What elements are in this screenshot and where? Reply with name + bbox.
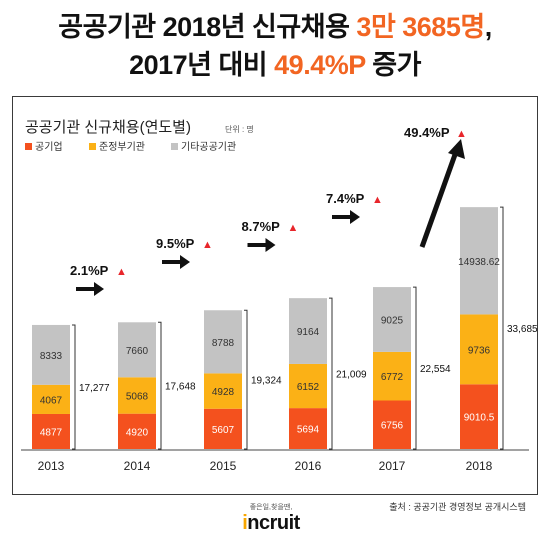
growth-big-arrow-head: [448, 139, 465, 159]
bar-segment: [373, 287, 411, 352]
growth-label: 49.4%P: [404, 125, 450, 140]
x-tick-label: 2017: [379, 459, 406, 473]
headline-line2-suffix: 증가: [365, 50, 421, 80]
x-tick-label: 2015: [210, 459, 237, 473]
bar-value-label: 9736: [468, 345, 491, 356]
bar-value-label: 6756: [381, 421, 404, 432]
bar-value-label: 9164: [297, 327, 320, 338]
bar-value-label: 6772: [381, 372, 404, 383]
bar-segment: [204, 310, 242, 374]
bar-segment: [460, 207, 498, 315]
headline-line2-text: 2017년 대비: [129, 50, 275, 80]
x-tick-label: 2014: [124, 459, 151, 473]
bar-value-label: 4920: [126, 427, 149, 438]
brand-wordmark: incruit: [226, 512, 316, 535]
headline: 공공기관 2018년 신규채용 3만 3685명, 2017년 대비 49.4%…: [0, 8, 550, 84]
bar-value-label: 5694: [297, 425, 320, 436]
growth-label: 7.4%P: [326, 191, 365, 206]
bar-value-label: 8788: [212, 338, 235, 349]
legend-label: 준정부기관: [99, 141, 145, 153]
headline-highlight-growth: 49.4%P: [274, 50, 366, 80]
brand-logo: 좋은일,찾을땐, incruit: [226, 502, 316, 535]
legend-swatch: [89, 143, 96, 150]
growth-arrow-head: [180, 255, 190, 269]
bar-segment: [373, 400, 411, 449]
total-bracket: [72, 324, 76, 450]
growth-arrow-head: [265, 238, 276, 252]
growth-up-icon: ▲: [116, 266, 127, 278]
bar-segment: [118, 377, 156, 414]
bar-segment: [32, 384, 70, 414]
bar-segment: [460, 314, 498, 385]
growth-arrow-head: [350, 210, 360, 224]
total-bracket: [244, 309, 248, 450]
bar-value-label: 7660: [126, 346, 149, 357]
growth-up-icon: ▲: [456, 128, 467, 140]
legend-swatch: [25, 143, 32, 150]
growth-label: 9.5%P: [156, 236, 195, 251]
bar-value-label: 9025: [381, 315, 404, 326]
total-label: 17,648: [165, 382, 196, 393]
bar-segment: [204, 373, 242, 409]
legend-label: 기타공공기관: [181, 141, 236, 153]
bar-segment: [289, 298, 327, 364]
bar-segment: [289, 408, 327, 449]
growth-arrow-head: [94, 282, 104, 296]
source-note: 출처 : 공공기관 경영정보 공개시스템: [389, 502, 526, 512]
growth-up-icon: ▲: [288, 222, 299, 234]
headline-highlight-total: 3만 3685명: [356, 12, 485, 42]
growth-up-icon: ▲: [372, 194, 383, 206]
bar-segment: [289, 363, 327, 409]
brand-logo-dot: i: [242, 512, 248, 534]
headline-line-2: 2017년 대비 49.4%P 증가: [0, 46, 550, 84]
bar-value-label: 5068: [126, 391, 149, 402]
x-tick-label: 2013: [38, 459, 65, 473]
total-bracket: [329, 297, 333, 450]
bar-value-label: 6152: [297, 382, 320, 393]
bar-value-label: 4067: [40, 395, 63, 406]
bar-segment: [32, 413, 70, 449]
total-bracket: [500, 206, 504, 450]
total-label: 21,009: [336, 370, 367, 381]
growth-label: 8.7%P: [242, 219, 281, 234]
bar-segment: [118, 413, 156, 449]
bar-segment: [373, 351, 411, 401]
chart-title: 공공기관 신규채용(연도별): [25, 119, 191, 136]
growth-big-arrow-shaft: [419, 148, 460, 248]
brand-logo-rest: ncruit: [247, 512, 300, 534]
x-tick-label: 2016: [295, 459, 322, 473]
legend-swatch: [171, 143, 178, 150]
brand-tagline: 좋은일,찾을땐,: [249, 504, 293, 511]
legend-label: 공기업: [35, 140, 63, 153]
total-label: 22,554: [420, 364, 451, 375]
bar-value-label: 8333: [40, 351, 63, 362]
chart-unit: 단위 : 명: [225, 124, 254, 134]
bar-value-label: 4928: [212, 387, 235, 398]
bar-value-label: 4877: [40, 427, 63, 438]
growth-up-icon: ▲: [202, 239, 213, 251]
growth-label: 2.1%P: [70, 263, 109, 278]
headline-line1-punct: ,: [484, 12, 493, 42]
headline-line1-text: 공공기관 2018년 신규채용: [58, 12, 357, 42]
total-label: 19,324: [251, 376, 282, 387]
bar-value-label: 14938.62: [458, 257, 500, 268]
bar-segment: [460, 384, 498, 449]
bar-value-label: 9010.5: [464, 413, 495, 424]
x-tick-label: 2018: [466, 459, 493, 473]
bar-segment: [204, 408, 242, 449]
headline-line-1: 공공기관 2018년 신규채용 3만 3685명,: [0, 8, 550, 46]
total-bracket: [158, 321, 162, 450]
total-label: 33,685.12: [507, 324, 537, 335]
total-bracket: [413, 286, 417, 450]
bar-value-label: 5607: [212, 425, 235, 436]
bar-segment: [118, 322, 156, 378]
bar-segment: [32, 324, 70, 385]
total-label: 17,277: [79, 383, 110, 394]
